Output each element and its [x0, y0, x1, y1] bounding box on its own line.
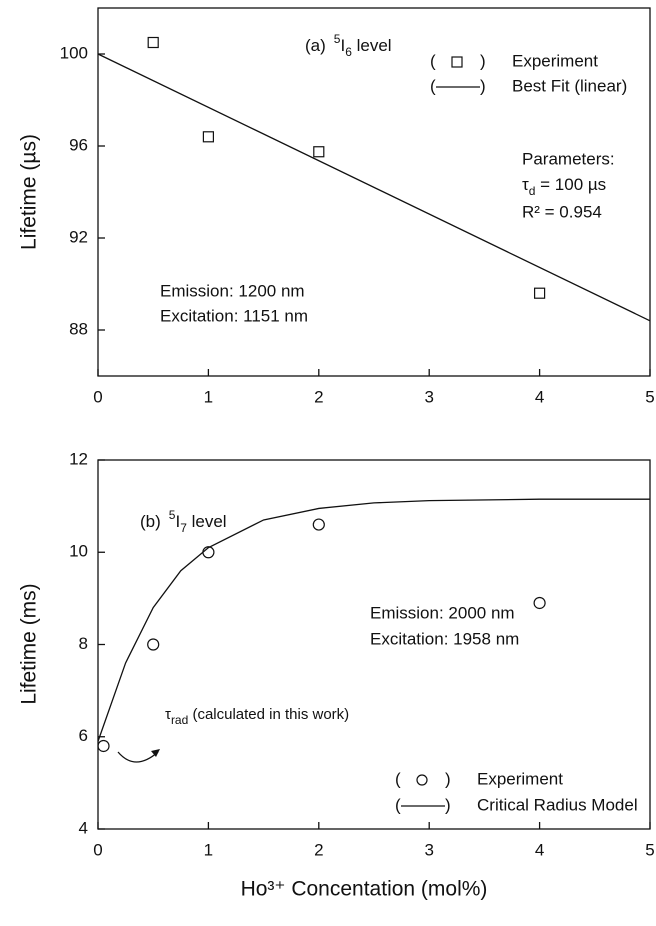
- data-point: [533, 287, 546, 299]
- annotation: (b) 5I7 level: [140, 508, 227, 535]
- legend-label: Experiment: [477, 769, 563, 788]
- x-tick-label: 3: [424, 840, 433, 859]
- annotation: Emission: 2000 nm: [370, 603, 515, 622]
- text-part: (a): [305, 36, 326, 55]
- data-point: [312, 518, 325, 531]
- text-part: 7: [180, 521, 187, 535]
- legend-label: Experiment: [512, 51, 598, 70]
- legend-bracket: (: [395, 795, 401, 814]
- x-tick-label: 1: [204, 387, 213, 406]
- legend-marker: [416, 774, 428, 786]
- legend-label: Best Fit (linear): [512, 76, 627, 95]
- y-tick-label: 88: [69, 319, 88, 338]
- annotation: Parameters:: [522, 149, 615, 168]
- y-tick-label: 92: [69, 227, 88, 246]
- text-part: 5: [334, 32, 341, 46]
- x-tick-label: 0: [93, 840, 102, 859]
- text-part: (b): [140, 512, 161, 531]
- x-axis-label: Ho³⁺ Concentation (mol%): [241, 878, 488, 901]
- annotation: τd = 100 µs: [522, 175, 606, 198]
- y-tick-label: 10: [69, 542, 88, 561]
- y-axis-label: Lifetime (ms): [18, 583, 41, 704]
- fit-line: [97, 53, 651, 322]
- y-tick-label: 6: [79, 726, 88, 745]
- text-part: d: [529, 184, 536, 198]
- annotation-arrow: [117, 751, 159, 763]
- x-tick-label: 2: [314, 387, 323, 406]
- y-tick-label: 8: [79, 634, 88, 653]
- x-tick-label: 5: [645, 840, 654, 859]
- annotation: Emission: 1200 nm: [160, 281, 305, 300]
- legend-bracket: ): [445, 795, 451, 814]
- annotation: Excitation: 1958 nm: [370, 629, 519, 648]
- x-tick-label: 4: [535, 387, 544, 406]
- text-part: (calculated in this work): [188, 706, 349, 723]
- data-point: [147, 36, 159, 49]
- x-tick-label: 5: [645, 387, 654, 406]
- annotation: τrad (calculated in this work): [165, 706, 349, 727]
- legend-bracket: ): [445, 769, 451, 788]
- text-part: I: [340, 36, 345, 55]
- text-part: I: [175, 512, 180, 531]
- data-point: [97, 739, 110, 753]
- data-point: [313, 146, 325, 158]
- x-tick-label: 3: [424, 387, 433, 406]
- arrow-head: [151, 749, 160, 757]
- annotation: R² = 0.954: [522, 202, 602, 221]
- text-part: = 100 µs: [535, 175, 606, 194]
- x-tick-label: 4: [535, 840, 544, 859]
- x-tick-label: 0: [93, 387, 102, 406]
- text-part: level: [187, 512, 227, 531]
- text-part: τ: [522, 175, 529, 194]
- data-point: [147, 638, 160, 651]
- x-tick-label: 2: [314, 840, 323, 859]
- legend-bracket: ): [480, 51, 486, 70]
- legend-bracket: (: [430, 76, 436, 95]
- data-point: [533, 596, 546, 610]
- fit-line: [97, 498, 650, 742]
- y-axis-label: Lifetime (µs): [18, 134, 41, 250]
- annotation: Excitation: 1151 nm: [160, 306, 308, 325]
- y-tick-label: 12: [69, 449, 88, 468]
- text-part: rad: [171, 713, 188, 727]
- text-part: 6: [345, 45, 352, 59]
- plot-frame: [97, 7, 651, 377]
- y-tick-label: 4: [79, 818, 88, 837]
- y-tick-label: 100: [60, 43, 88, 62]
- legend-bracket: (: [395, 769, 401, 788]
- annotation: (a) 5I6 level: [305, 32, 392, 59]
- text-part: level: [352, 36, 392, 55]
- text-part: 5: [169, 508, 176, 522]
- y-tick-label: 96: [69, 135, 88, 154]
- legend-label: Critical Radius Model: [477, 795, 638, 814]
- text-part: τ: [165, 706, 171, 723]
- legend-marker: [451, 56, 463, 68]
- legend-bracket: (: [430, 51, 436, 70]
- legend-bracket: ): [480, 76, 486, 95]
- data-point: [202, 131, 214, 143]
- x-tick-label: 1: [204, 840, 213, 859]
